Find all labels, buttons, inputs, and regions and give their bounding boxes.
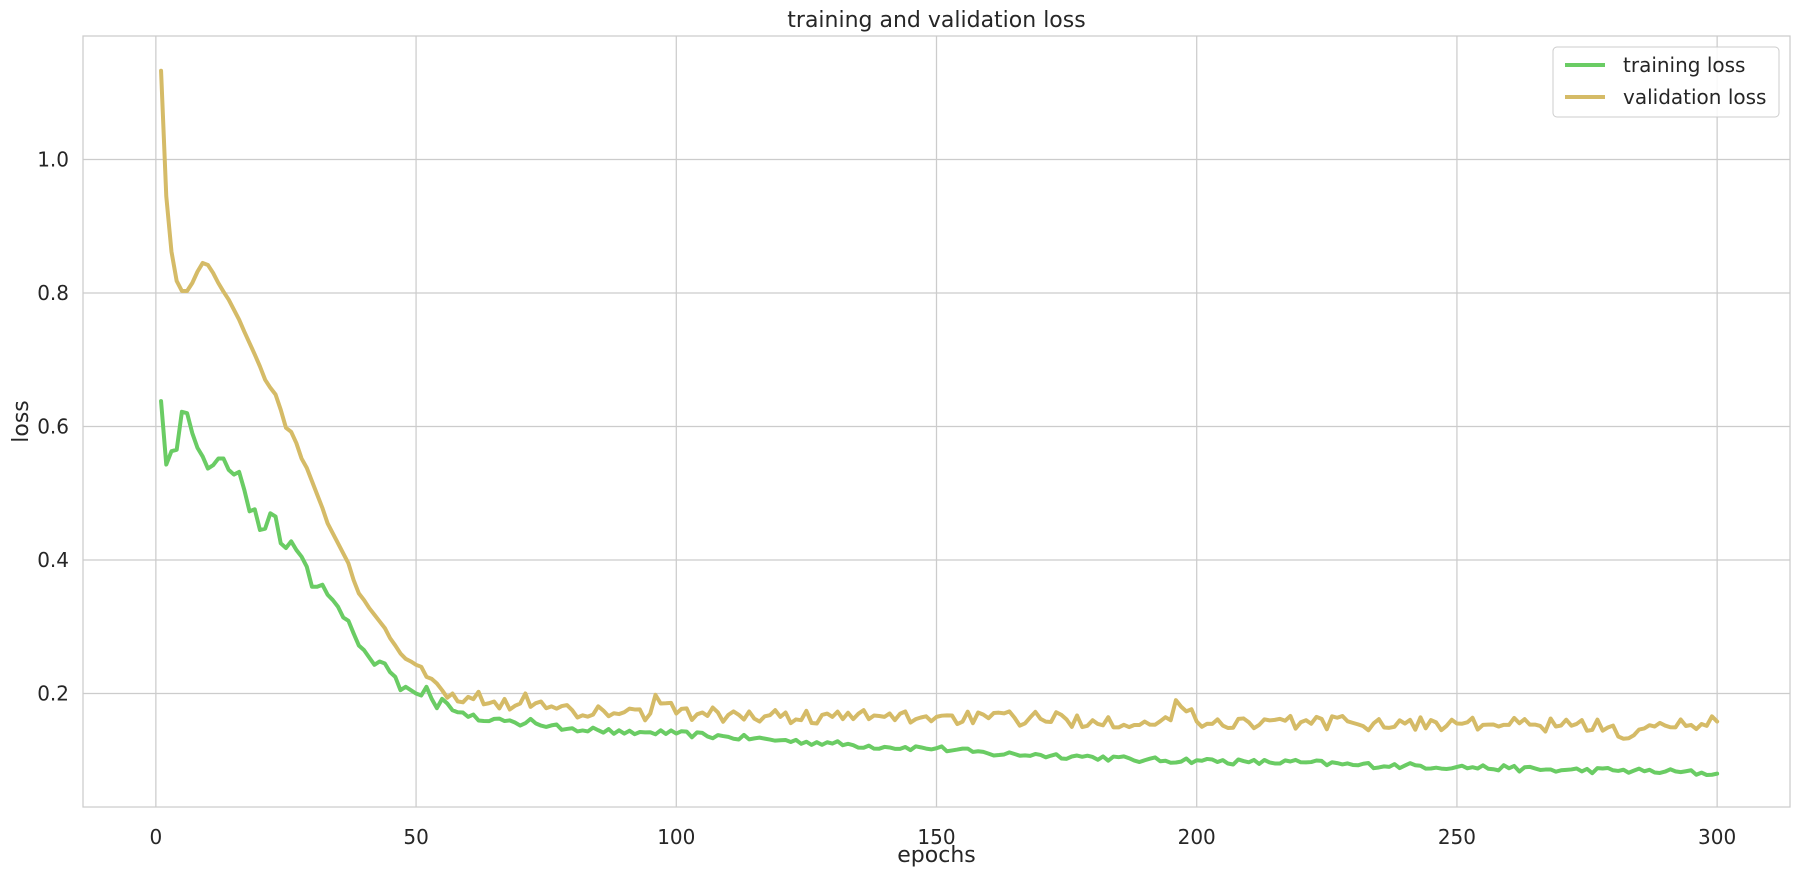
x-tick-label: 50 bbox=[403, 825, 428, 849]
legend-item-training: training loss bbox=[1565, 53, 1745, 77]
series-line-validation bbox=[159, 68, 1720, 741]
series-lines bbox=[159, 68, 1720, 777]
x-tick-label: 300 bbox=[1698, 825, 1736, 849]
grid-lines bbox=[83, 36, 1790, 807]
y-tick-label: 1.0 bbox=[37, 147, 69, 171]
legend-item-validation: validation loss bbox=[1565, 85, 1766, 109]
x-tick-label: 100 bbox=[657, 825, 695, 849]
legend-box bbox=[1552, 46, 1780, 118]
x-tick-label: 150 bbox=[917, 825, 955, 849]
y-tick-label: 0.6 bbox=[37, 415, 69, 439]
y-tick-label: 0.4 bbox=[37, 548, 69, 572]
plot-frame bbox=[82, 35, 1791, 808]
legend-label: validation loss bbox=[1623, 85, 1766, 109]
y-tick-label: 0.8 bbox=[37, 281, 69, 305]
y-axis-label: loss bbox=[9, 400, 34, 443]
x-tick-label: 250 bbox=[1438, 825, 1476, 849]
legend: training loss validation loss bbox=[1552, 46, 1780, 118]
series-line-training bbox=[159, 399, 1720, 777]
x-tick-label: 200 bbox=[1178, 825, 1216, 849]
chart-title: training and validation loss bbox=[787, 8, 1085, 33]
y-tick-label: 0.2 bbox=[37, 682, 69, 706]
legend-label: training loss bbox=[1623, 53, 1745, 77]
x-tick-label: 0 bbox=[149, 825, 162, 849]
x-tick-labels: 0 50 100 150 200 250 300 bbox=[149, 825, 1736, 849]
x-axis-label: epochs bbox=[897, 843, 975, 868]
y-tick-labels: 0.2 0.4 0.6 0.8 1.0 bbox=[37, 147, 69, 705]
